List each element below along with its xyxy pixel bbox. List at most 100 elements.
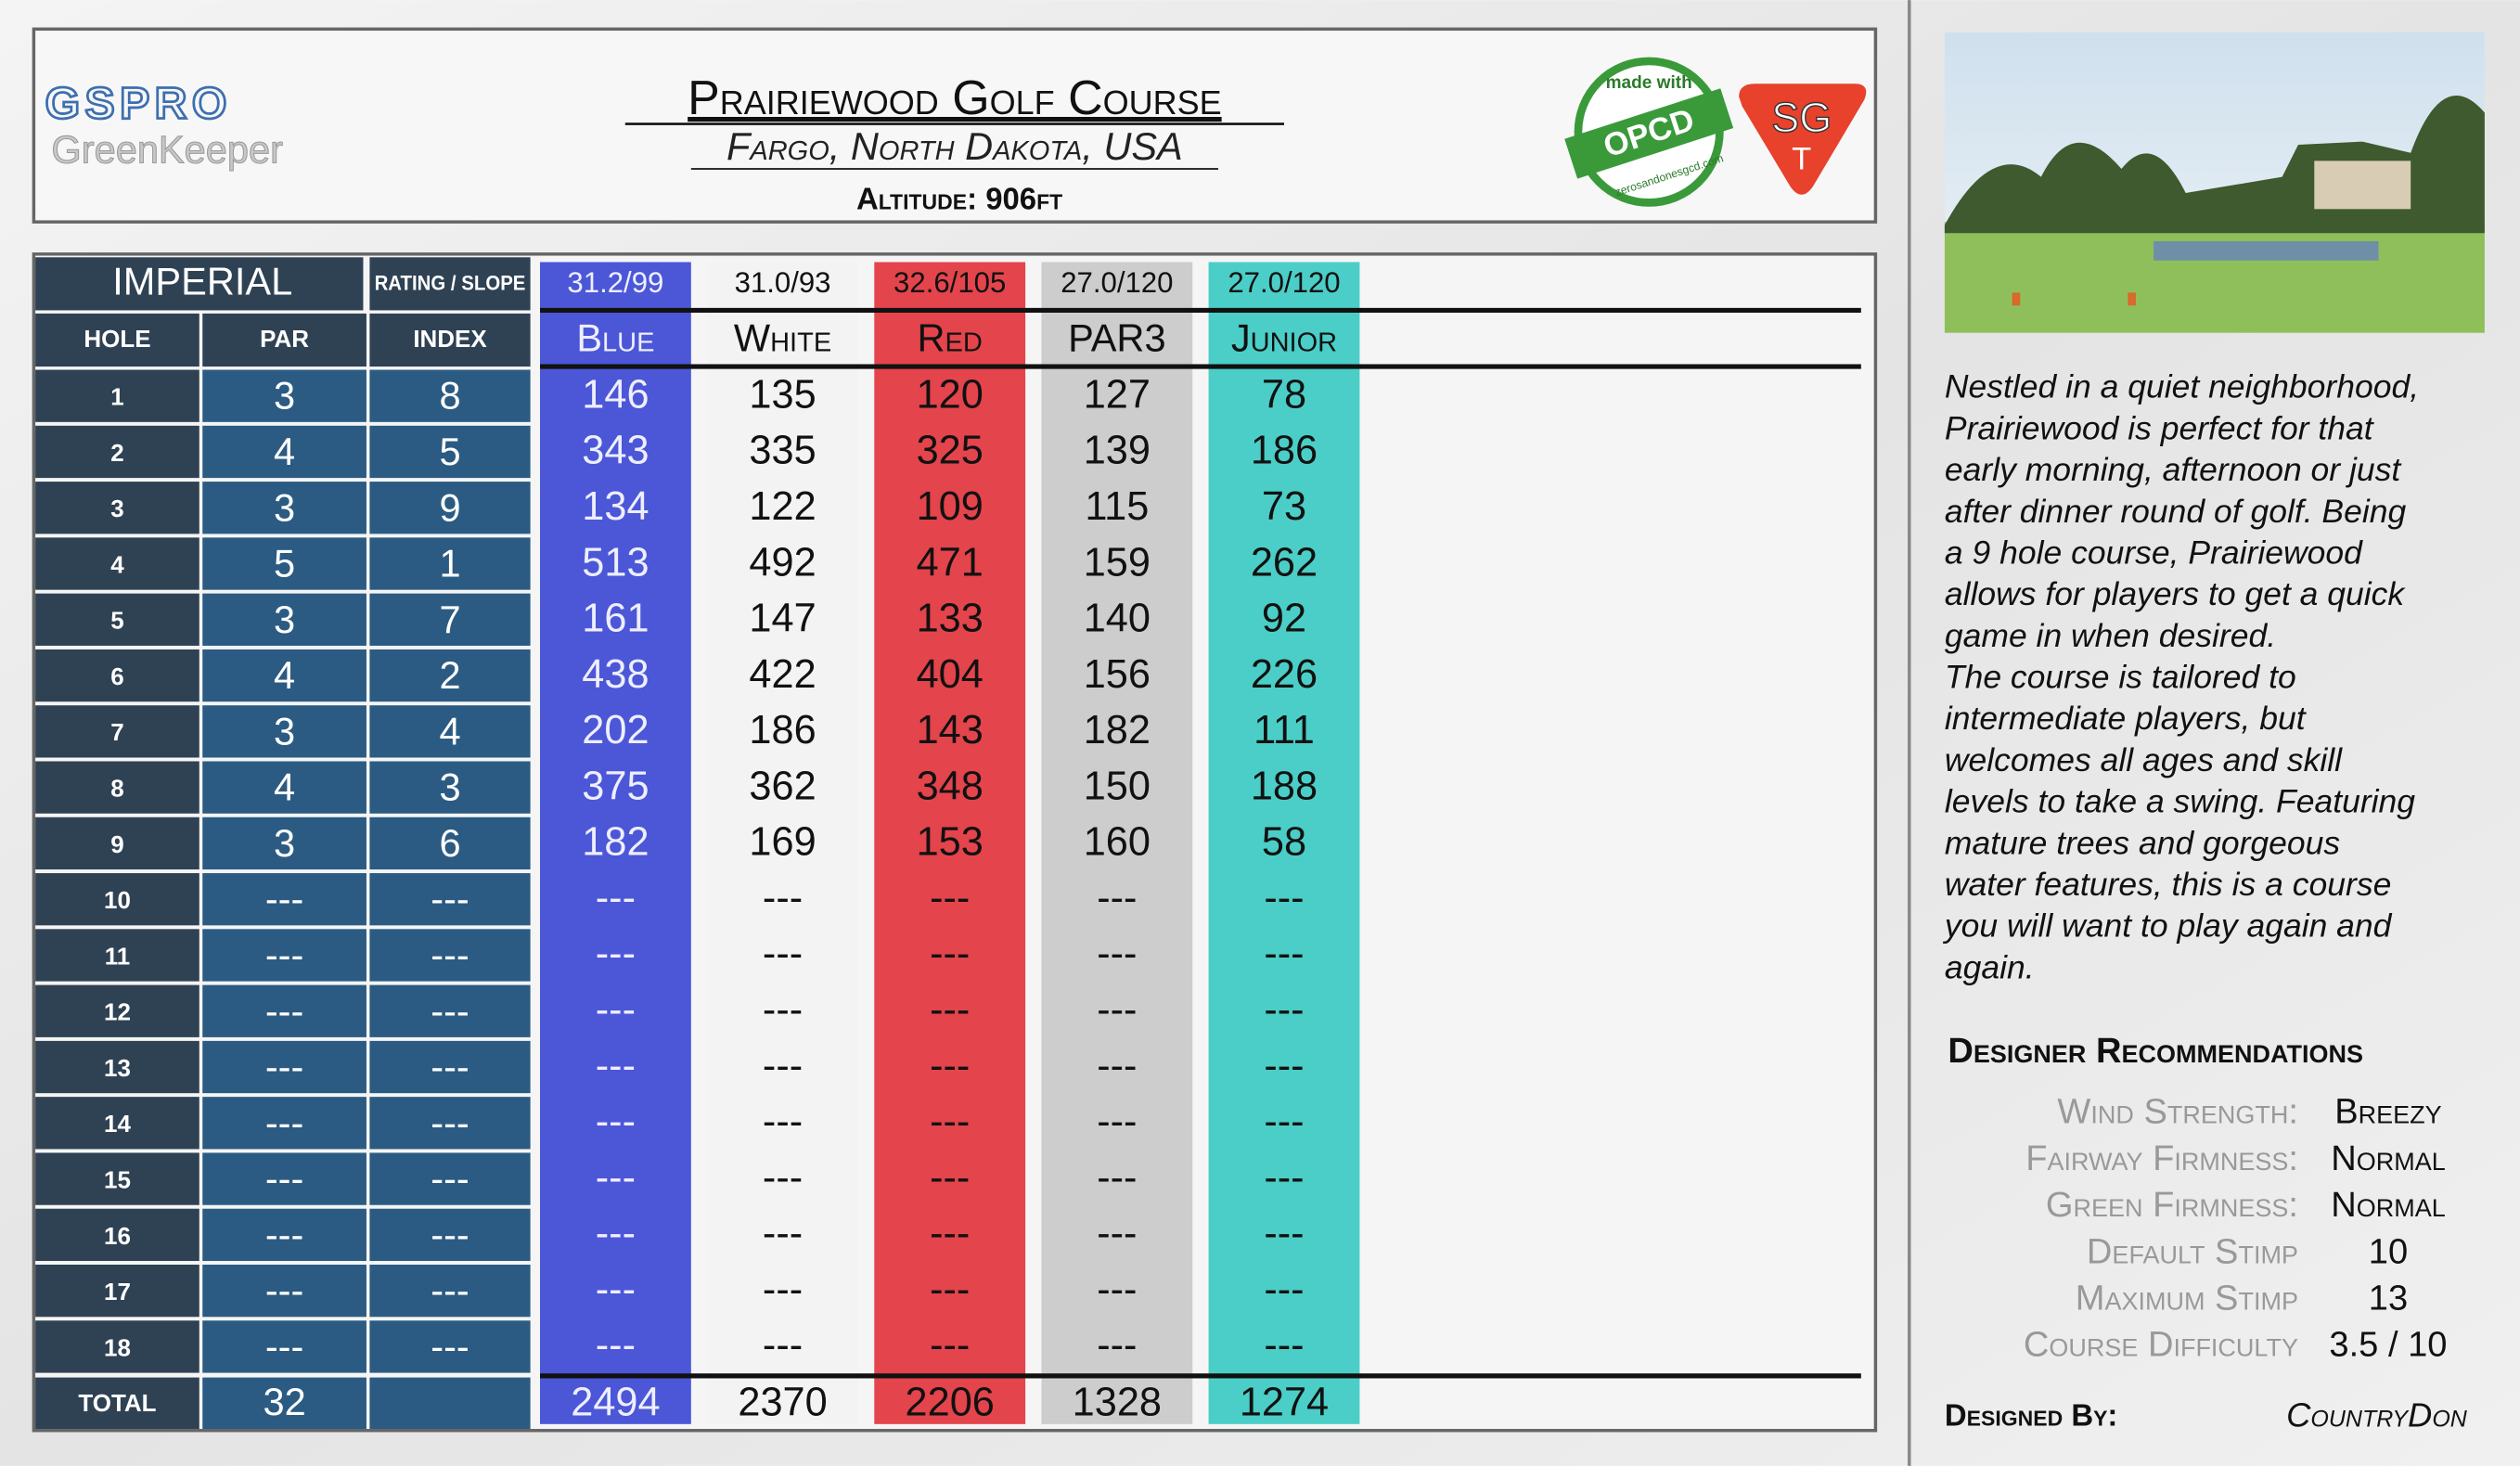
yardage: 73 bbox=[1262, 484, 1306, 529]
tee-name: Junior bbox=[1231, 315, 1337, 359]
yardage: 160 bbox=[1084, 820, 1151, 865]
yardage: --- bbox=[930, 876, 970, 920]
recommendation-value: 10 bbox=[2369, 1232, 2408, 1271]
yardage: 343 bbox=[582, 429, 649, 473]
hole-number: 3 bbox=[110, 495, 123, 522]
tee-rating: 27.0/120 bbox=[1228, 266, 1340, 299]
yardage: --- bbox=[1264, 1100, 1304, 1144]
yardage: 143 bbox=[917, 708, 984, 752]
cell bbox=[202, 1040, 366, 1094]
yardage: 186 bbox=[749, 708, 816, 752]
index-value: 6 bbox=[439, 821, 460, 865]
yardage: --- bbox=[763, 932, 803, 976]
yardage: --- bbox=[930, 1323, 970, 1368]
par-value: 3 bbox=[274, 374, 295, 418]
yardage: --- bbox=[1097, 1267, 1137, 1312]
yardage: --- bbox=[1264, 987, 1304, 1032]
recommendation-value: 3.5 / 10 bbox=[2329, 1326, 2447, 1365]
hole-number: 10 bbox=[104, 886, 131, 914]
cell bbox=[369, 1208, 531, 1262]
yardage: --- bbox=[763, 1100, 803, 1144]
yardage: --- bbox=[1264, 876, 1304, 920]
yardage: 182 bbox=[1084, 708, 1151, 752]
yardage: 348 bbox=[917, 764, 984, 808]
recommendation-label: Green Firmness: bbox=[2046, 1186, 2298, 1225]
recommendation-value: Breezy bbox=[2334, 1093, 2441, 1132]
par-value: --- bbox=[265, 1268, 304, 1312]
hole-number: 18 bbox=[104, 1333, 131, 1361]
yardage: 135 bbox=[749, 372, 816, 417]
description-line: you will want to play again and bbox=[1942, 907, 2393, 945]
badge-top: made with bbox=[1606, 73, 1692, 93]
cell bbox=[202, 537, 366, 590]
index-value: 8 bbox=[439, 374, 460, 418]
cell bbox=[369, 1040, 531, 1094]
yardage: 226 bbox=[1251, 652, 1318, 697]
cell bbox=[369, 817, 531, 870]
hole-number: 8 bbox=[110, 775, 123, 803]
yardage: 150 bbox=[1084, 764, 1151, 808]
cell bbox=[369, 984, 531, 1037]
cell bbox=[35, 929, 199, 982]
yardage: --- bbox=[596, 1100, 636, 1144]
tee-total: 2206 bbox=[906, 1380, 995, 1424]
yardage: 404 bbox=[917, 652, 984, 697]
recommendation-label: Wind Strength: bbox=[2057, 1093, 2298, 1132]
yardage: 153 bbox=[917, 820, 984, 865]
yardage: --- bbox=[930, 1267, 970, 1312]
cell bbox=[202, 1208, 366, 1262]
index-value: 1 bbox=[439, 542, 460, 585]
tee-column bbox=[1041, 262, 1193, 1424]
yardage: --- bbox=[1097, 1212, 1137, 1256]
index-value: --- bbox=[431, 1157, 469, 1201]
tee-name: Red bbox=[918, 315, 983, 359]
course-location: Fargo, North Dakota, USA bbox=[726, 124, 1183, 168]
par-value: --- bbox=[265, 1213, 304, 1256]
sgt-logo bbox=[1739, 84, 1867, 195]
yardage: --- bbox=[763, 987, 803, 1032]
cell bbox=[35, 1097, 199, 1150]
tee-rating: 32.6/105 bbox=[894, 266, 1006, 299]
yardage: --- bbox=[930, 1100, 970, 1144]
product: GreenKeeper bbox=[51, 128, 283, 172]
yardage: 325 bbox=[917, 429, 984, 473]
description-line: Prairiewood is perfect for that bbox=[1945, 409, 2375, 446]
yardage: 146 bbox=[582, 372, 649, 417]
cell bbox=[35, 313, 199, 367]
hole-number: 9 bbox=[110, 830, 123, 858]
yardage: --- bbox=[1097, 876, 1137, 920]
cell bbox=[35, 1264, 199, 1318]
recommendation-label: Default Stimp bbox=[2087, 1232, 2298, 1271]
yardage: 92 bbox=[1262, 597, 1306, 641]
yardage: 140 bbox=[1084, 597, 1151, 641]
index-value: --- bbox=[431, 989, 469, 1033]
par-value: --- bbox=[265, 1157, 304, 1201]
yardage: --- bbox=[763, 1155, 803, 1200]
cell bbox=[202, 705, 366, 758]
badge-ribbon bbox=[1564, 88, 1734, 179]
index-value: --- bbox=[431, 1268, 469, 1312]
recommendation-value: Normal bbox=[2331, 1186, 2446, 1225]
tee-rating: 31.2/99 bbox=[567, 266, 663, 299]
cell bbox=[202, 761, 366, 814]
photo-pond bbox=[2154, 240, 2379, 261]
cell bbox=[202, 817, 366, 870]
cell bbox=[35, 649, 199, 702]
yardage: --- bbox=[1264, 1267, 1304, 1312]
tee-column bbox=[874, 262, 1026, 1424]
yardage: 147 bbox=[749, 597, 816, 641]
system-label: IMPERIAL bbox=[112, 260, 292, 303]
yardage: --- bbox=[763, 1044, 803, 1088]
tee-name: PAR3 bbox=[1068, 315, 1166, 359]
par_total: 32 bbox=[263, 1380, 305, 1423]
cell bbox=[202, 984, 366, 1037]
yardage: --- bbox=[1097, 1100, 1137, 1144]
description-line: early morning, afternoon or just bbox=[1945, 451, 2402, 488]
cell bbox=[35, 1152, 199, 1205]
yardage: --- bbox=[1097, 1155, 1137, 1200]
yardage: 188 bbox=[1251, 764, 1318, 808]
tee-column bbox=[1208, 262, 1360, 1424]
yardage: 109 bbox=[917, 484, 984, 529]
cell bbox=[35, 761, 199, 814]
cell bbox=[35, 482, 199, 534]
